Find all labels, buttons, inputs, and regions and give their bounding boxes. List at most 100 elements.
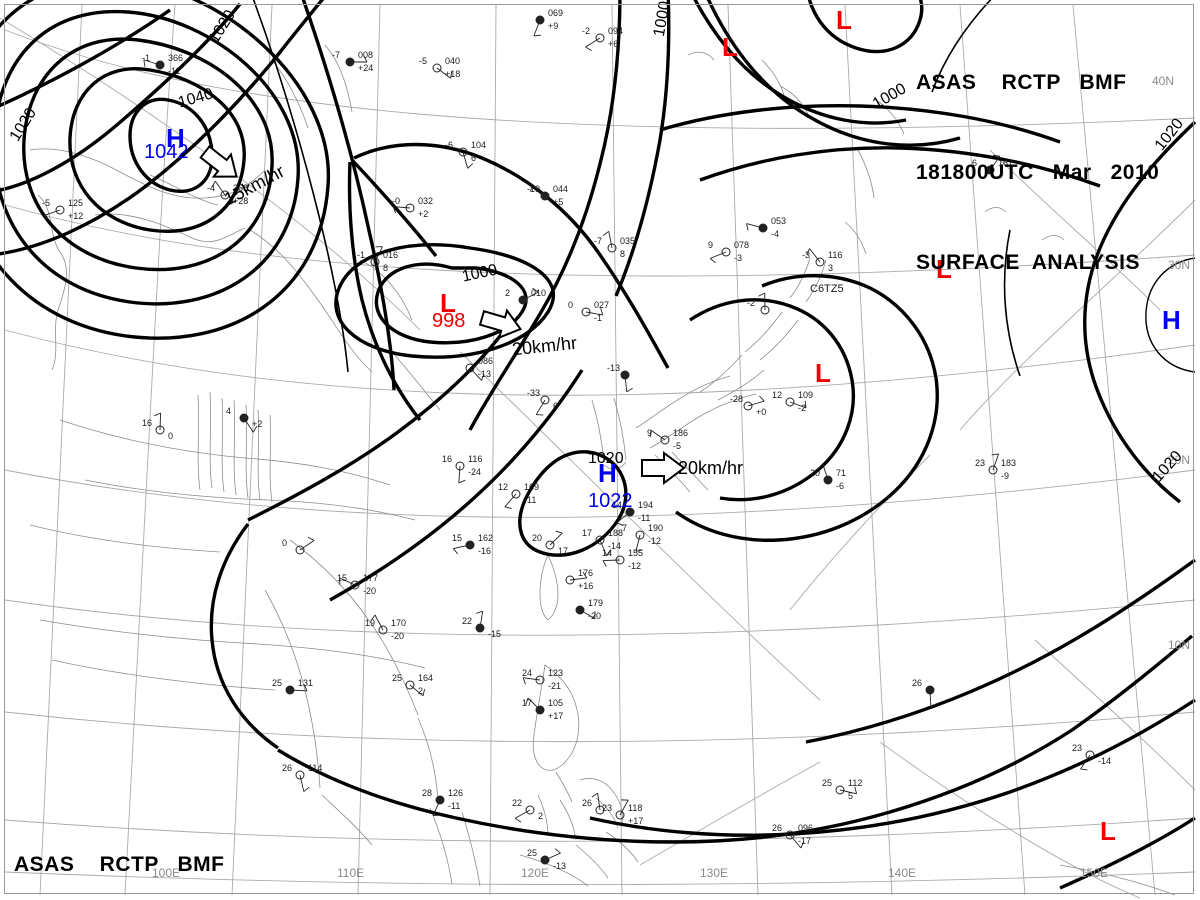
station-circle bbox=[295, 770, 305, 780]
station-temperature: -1 bbox=[357, 250, 365, 260]
isobar-label-1020-h1022: 1020 bbox=[588, 450, 624, 467]
station-plot: 126 28 -11 bbox=[422, 788, 463, 816]
station-plot: 222 bbox=[512, 798, 543, 823]
wind-barb bbox=[453, 544, 471, 549]
station-temperature: 12 bbox=[772, 390, 782, 400]
grid-label-lon-100e: 100E bbox=[152, 866, 181, 880]
wind-barb-feather bbox=[616, 522, 624, 526]
wind-barb-feather bbox=[307, 536, 315, 541]
station-pressure: 086 bbox=[478, 356, 493, 366]
wind-barb-feather bbox=[43, 215, 50, 221]
wind-barb bbox=[299, 540, 315, 551]
wind-barb-feather bbox=[370, 614, 376, 621]
station-pressure: 016 bbox=[383, 250, 398, 260]
station-dewpoint: +2 bbox=[252, 419, 262, 429]
station-plot: 112 25 5 bbox=[822, 778, 862, 801]
wind-barb bbox=[374, 246, 383, 263]
station-dewpoint: -24 bbox=[468, 467, 481, 477]
wind-barb-feather bbox=[602, 560, 607, 567]
station-pressure: 116 bbox=[828, 250, 842, 260]
station-plot: 109 12 -2 bbox=[772, 390, 813, 413]
station-circle bbox=[615, 810, 625, 820]
station-plot: 169 12 -11 bbox=[498, 482, 539, 509]
high-center-1022-speed: 20km/hr bbox=[678, 458, 744, 478]
station-dewpoint: -20 bbox=[363, 586, 376, 596]
station-pressure: 176 bbox=[578, 568, 593, 578]
motion-arrow-layer bbox=[199, 145, 686, 485]
station-temperature: -2 bbox=[582, 26, 590, 36]
station-plot: 26 bbox=[582, 792, 605, 815]
station-dewpoint: -17 bbox=[798, 836, 811, 846]
station-plot: 104 -6 6 bbox=[445, 140, 486, 169]
station-pressure: 109 bbox=[798, 390, 813, 400]
station-circle bbox=[785, 397, 795, 407]
wind-barb bbox=[43, 209, 61, 216]
station-temperature: 15 bbox=[452, 533, 462, 543]
station-pressure: 131 bbox=[298, 678, 313, 688]
wind-barb bbox=[992, 453, 999, 471]
station-dewpoint: +6 bbox=[608, 39, 618, 49]
wind-barb bbox=[809, 248, 821, 263]
wind-barb bbox=[243, 417, 254, 433]
station-circle bbox=[465, 363, 475, 373]
station-temperature: 9 bbox=[647, 428, 652, 438]
station-dewpoint: -4 bbox=[771, 229, 779, 239]
station-circle bbox=[535, 675, 545, 685]
wind-barb-feather bbox=[481, 373, 485, 381]
station-temperature: 6 bbox=[972, 158, 977, 168]
station-dewpoint: 2 bbox=[538, 811, 543, 821]
wind-barb-feather bbox=[817, 463, 824, 470]
station-circle bbox=[350, 580, 360, 590]
wind-barb-feather bbox=[635, 549, 643, 552]
station-plot: 096 26 -17 bbox=[772, 823, 813, 849]
station-circle bbox=[295, 545, 305, 555]
wind-barb bbox=[479, 611, 484, 629]
station-temperature: -28 bbox=[730, 394, 743, 404]
station-temperature: -3 bbox=[802, 250, 810, 260]
station-circle bbox=[1085, 750, 1095, 760]
station-dewpoint: -2 bbox=[798, 403, 806, 413]
station-temperature: -33 bbox=[527, 388, 540, 398]
wind-barb-feather bbox=[514, 817, 522, 823]
grid-label-lon-120e: 120E bbox=[521, 866, 550, 880]
high-center-right-symbol: H bbox=[1162, 305, 1181, 335]
header-top-line3: SURFACE ANALYSIS bbox=[916, 251, 1140, 274]
station-temperature: 19 bbox=[365, 618, 375, 628]
station-pressure: 366 bbox=[168, 53, 183, 63]
wind-barb bbox=[409, 684, 424, 697]
wind-barb bbox=[533, 19, 541, 37]
station-dewpoint: 0 bbox=[168, 431, 173, 441]
station-temperature: -5 bbox=[42, 198, 50, 208]
wind-barb-feather bbox=[1080, 768, 1088, 771]
wind-barb bbox=[602, 559, 621, 562]
coastline-layer bbox=[29, 44, 1176, 896]
station-circle bbox=[370, 257, 380, 267]
station-temperature: 16 bbox=[142, 418, 152, 428]
station-temperature: 26 bbox=[772, 823, 782, 833]
wind-barb-feather bbox=[993, 154, 1001, 157]
station-temperature: -4 bbox=[207, 183, 215, 193]
station-temperature: 26 bbox=[282, 763, 292, 773]
wind-barb bbox=[585, 311, 603, 316]
station-plot: 183 23 -9 bbox=[975, 453, 1016, 481]
wind-barb-feather bbox=[467, 163, 474, 169]
motion-arrow-high-1022 bbox=[641, 451, 686, 485]
station-temperature: -2 bbox=[747, 298, 755, 308]
station-plot: 162 15 -16 bbox=[452, 533, 493, 556]
wind-barb bbox=[569, 577, 587, 581]
motion-arrow-low-998 bbox=[478, 308, 523, 340]
station-pressure: 162 bbox=[478, 533, 493, 543]
station-dewpoint: +17 bbox=[548, 711, 563, 721]
wind-barb-feather bbox=[532, 287, 539, 293]
station-dewpoint: -11 bbox=[638, 513, 650, 523]
isobar-1020-right bbox=[1083, 120, 1197, 504]
station-temperature: 20 bbox=[810, 468, 820, 478]
station-plot: 176+16 bbox=[565, 568, 593, 591]
wind-barb-feather bbox=[554, 848, 561, 854]
station-temperature: 23 bbox=[602, 803, 612, 813]
wind-barb-feather bbox=[422, 689, 426, 697]
wind-barb-feather bbox=[143, 59, 146, 67]
high-center-1042-value: 1042 bbox=[144, 141, 189, 163]
station-temperature: 23 bbox=[1072, 743, 1082, 753]
